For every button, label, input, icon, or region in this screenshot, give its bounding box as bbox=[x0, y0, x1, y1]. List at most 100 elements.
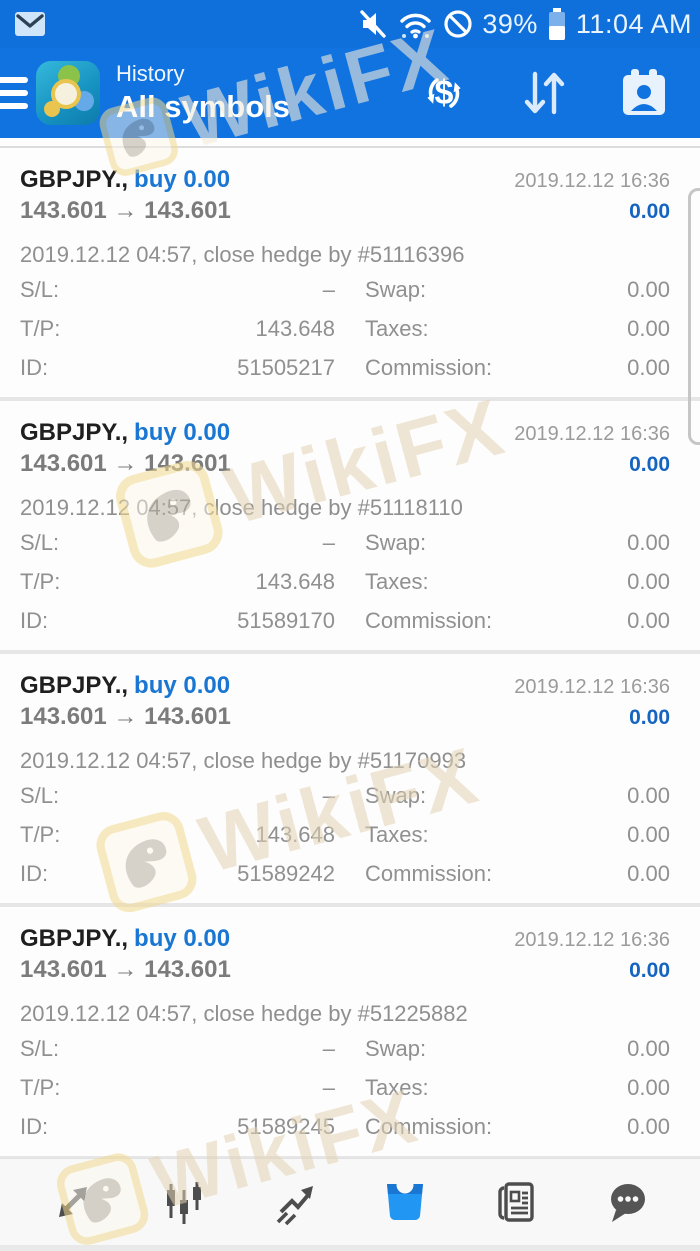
chat-bubble-icon bbox=[610, 1184, 645, 1222]
wifi-icon bbox=[400, 13, 432, 39]
swap-label: Swap: bbox=[365, 276, 427, 302]
svg-text:$: $ bbox=[435, 74, 454, 112]
taxes-label: Taxes: bbox=[365, 1074, 429, 1100]
trade-close-time: 2019.12.12 16:36 bbox=[514, 929, 670, 951]
header-actions: $ bbox=[416, 65, 682, 121]
swap-label: Swap: bbox=[365, 782, 427, 808]
trade-side-volume: buy 0.00 bbox=[134, 925, 231, 952]
trade-profit: 0.00 bbox=[629, 959, 670, 982]
trade-card[interactable]: GBPJPY., buy 0.00 2019.12.12 16:36 143.60… bbox=[0, 654, 700, 903]
swap-value: 0.00 bbox=[627, 1035, 670, 1061]
do-not-disturb-icon bbox=[444, 10, 472, 38]
history-list[interactable]: GBPJPY., buy 0.00 2019.12.12 16:36 143.60… bbox=[0, 138, 700, 1158]
swap-value: 0.00 bbox=[627, 276, 670, 302]
trade-profit: 0.00 bbox=[629, 453, 670, 476]
tp-label: T/P: bbox=[20, 1074, 61, 1100]
tp-value: 143.648 bbox=[255, 568, 335, 594]
trade-card[interactable]: GBPJPY., buy 0.00 2019.12.12 16:36 143.60… bbox=[0, 148, 700, 397]
id-label: ID: bbox=[20, 1113, 49, 1139]
taxes-value: 0.00 bbox=[627, 568, 670, 594]
header-titles: History All symbols bbox=[116, 61, 416, 125]
tab-charts[interactable] bbox=[147, 1170, 221, 1234]
id-value: 51589245 bbox=[237, 1113, 335, 1139]
commission-value: 0.00 bbox=[627, 354, 670, 380]
app-logo bbox=[36, 61, 100, 125]
symbols-filter-label: All symbols bbox=[116, 89, 290, 124]
id-label: ID: bbox=[20, 607, 49, 633]
tab-news[interactable] bbox=[479, 1170, 553, 1234]
scrollbar-thumb[interactable] bbox=[688, 188, 700, 445]
page-title: History bbox=[116, 61, 185, 86]
sl-value: – bbox=[322, 529, 335, 555]
id-value: 51505217 bbox=[237, 354, 335, 380]
tab-quotes[interactable] bbox=[36, 1170, 110, 1234]
sl-value: – bbox=[322, 276, 335, 302]
commission-value: 0.00 bbox=[627, 607, 670, 633]
sl-label: S/L: bbox=[20, 529, 60, 555]
deals-filter-button[interactable]: $ bbox=[416, 65, 472, 121]
commission-label: Commission: bbox=[365, 1113, 493, 1139]
clock: 11:04 AM bbox=[575, 8, 692, 39]
app-header: History All symbols $ bbox=[0, 48, 700, 138]
swap-value: 0.00 bbox=[627, 782, 670, 808]
bottom-toolbar bbox=[0, 1158, 700, 1245]
trade-symbol: GBPJPY., bbox=[20, 419, 129, 446]
account-button[interactable] bbox=[616, 65, 672, 121]
trade-comment: 2019.12.12 04:57, close hedge by #511709… bbox=[20, 748, 467, 773]
taxes-label: Taxes: bbox=[365, 568, 429, 594]
candlestick-chart-icon bbox=[166, 1182, 201, 1224]
taxes-label: Taxes: bbox=[365, 821, 429, 847]
taxes-value: 0.00 bbox=[627, 315, 670, 341]
battery-percent: 39% bbox=[482, 8, 538, 39]
tab-messages[interactable] bbox=[590, 1170, 664, 1234]
tp-label: T/P: bbox=[20, 568, 61, 594]
tp-label: T/P: bbox=[20, 315, 61, 341]
sl-label: S/L: bbox=[20, 782, 60, 808]
swap-label: Swap: bbox=[365, 529, 427, 555]
status-right-cluster: 39% 11:04 AM bbox=[359, 7, 692, 41]
trade-side-volume: buy 0.00 bbox=[134, 419, 231, 446]
trade-prices: 143.601 → 143.601 bbox=[20, 703, 231, 730]
trade-card[interactable]: GBPJPY., buy 0.00 2019.12.12 16:36 143.60… bbox=[0, 907, 700, 1156]
id-value: 51589242 bbox=[237, 860, 335, 886]
taxes-value: 0.00 bbox=[627, 1074, 670, 1100]
currency-exchange-icon: $ bbox=[427, 74, 461, 112]
sl-label: S/L: bbox=[20, 1035, 60, 1061]
trade-symbol: GBPJPY., bbox=[20, 925, 129, 952]
tp-value: 143.648 bbox=[255, 315, 335, 341]
id-value: 51589170 bbox=[237, 607, 335, 633]
tp-value: – bbox=[322, 1074, 335, 1100]
trade-card[interactable]: GBPJPY., buy 0.00 2019.12.12 16:36 143.60… bbox=[0, 401, 700, 650]
trade-close-time: 2019.12.12 16:36 bbox=[514, 676, 670, 698]
trade-prices: 143.601 → 143.601 bbox=[20, 450, 231, 477]
trade-comment: 2019.12.12 04:57, close hedge by #511181… bbox=[20, 495, 463, 520]
taxes-label: Taxes: bbox=[365, 315, 429, 341]
trade-side-volume: buy 0.00 bbox=[134, 672, 231, 699]
sort-arrows-icon bbox=[524, 71, 565, 115]
sort-button[interactable] bbox=[516, 65, 572, 121]
menu-icon[interactable] bbox=[0, 70, 28, 116]
tab-history[interactable] bbox=[368, 1170, 442, 1234]
history-tray-icon bbox=[387, 1178, 424, 1221]
trade-comment: 2019.12.12 04:57, close hedge by #511163… bbox=[20, 242, 465, 267]
commission-label: Commission: bbox=[365, 354, 493, 380]
account-card-icon bbox=[623, 69, 665, 115]
quotes-arrows-icon bbox=[59, 1187, 88, 1217]
card-partial-top bbox=[0, 138, 700, 148]
trade-line-icon bbox=[276, 1186, 313, 1226]
swap-value: 0.00 bbox=[627, 529, 670, 555]
trade-symbol: GBPJPY., bbox=[20, 166, 129, 193]
notification-envelope-icon bbox=[15, 12, 45, 36]
tp-label: T/P: bbox=[20, 821, 61, 847]
volume-muted-icon bbox=[360, 10, 387, 38]
trade-prices: 143.601 → 143.601 bbox=[20, 956, 231, 983]
commission-label: Commission: bbox=[365, 860, 493, 886]
taxes-value: 0.00 bbox=[627, 821, 670, 847]
battery-icon bbox=[548, 8, 565, 40]
id-label: ID: bbox=[20, 354, 49, 380]
sl-label: S/L: bbox=[20, 276, 60, 302]
trade-side-volume: buy 0.00 bbox=[134, 166, 231, 193]
tab-trade[interactable] bbox=[258, 1170, 332, 1234]
trade-comment: 2019.12.12 04:57, close hedge by #512258… bbox=[20, 1001, 468, 1026]
